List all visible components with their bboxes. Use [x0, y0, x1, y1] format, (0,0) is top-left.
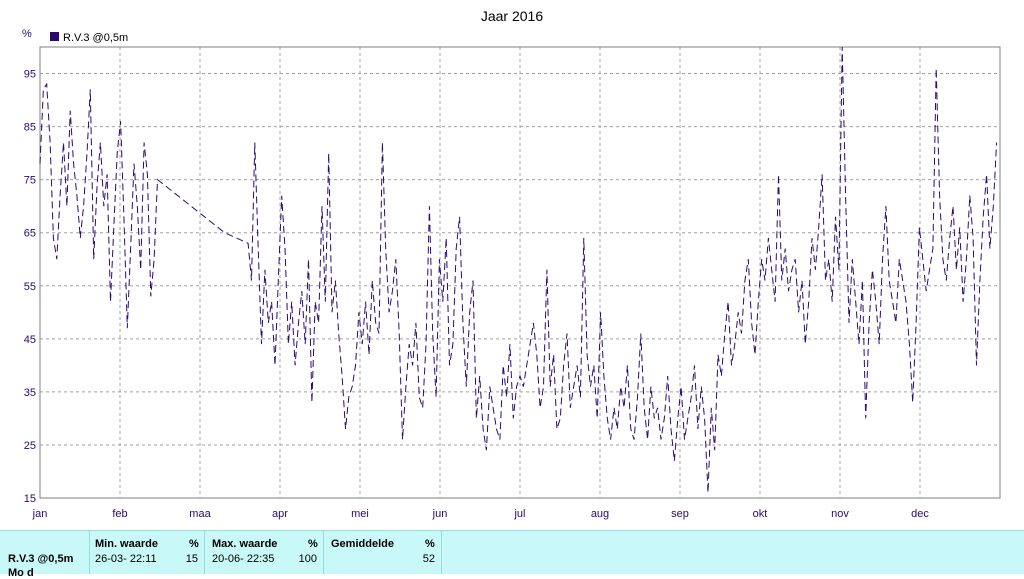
legend-label: R.V.3 @0,5m	[63, 32, 128, 44]
x-tick-label: maa	[189, 508, 211, 520]
series-line	[39, 46, 998, 493]
x-tick-label: okt	[753, 508, 768, 520]
y-tick-label: 95	[24, 69, 36, 81]
x-axis-ticks: jan feb maa apr mei jun jul aug sep okt nov dec	[32, 508, 930, 520]
x-tick-label: feb	[112, 508, 127, 520]
summary-min-when: 26-03- 22:11	[95, 553, 157, 565]
x-tick-label: jul	[513, 508, 525, 520]
summary-min-unit: %	[189, 538, 199, 550]
summary-avg-value: 52	[422, 553, 435, 565]
chart: Jaar 2016 % R.V.3 @0,5m 15 25 35 45 55 65 75 85…	[22, 8, 1001, 520]
y-tick-label: 25	[24, 440, 36, 452]
summary-max-unit: %	[308, 538, 318, 550]
y-axis-unit-label: %	[22, 28, 32, 40]
summary-max-value: 100	[298, 553, 317, 565]
y-tick-label: 55	[24, 281, 36, 293]
summary-max-cell: Max. waarde % 20-06- 22:35 100	[204, 531, 324, 574]
x-tick-label: dec	[911, 508, 929, 520]
y-tick-label: 75	[24, 175, 36, 187]
summary-panel: R.V.3 @0,5m Mo d Min. waarde % 26-03- 22…	[0, 530, 1024, 579]
x-tick-label: jan	[32, 508, 48, 520]
summary-max-when: 20-06- 22:35	[212, 553, 275, 565]
x-tick-label: sep	[671, 508, 689, 520]
summary-avg-cell: Gemiddelde % 52	[323, 531, 442, 574]
x-tick-label: apr	[272, 508, 288, 520]
summary-min-cell: Min. waarde % 26-03- 22:11 15	[89, 531, 205, 574]
y-tick-label: 35	[24, 387, 36, 399]
y-tick-label: 85	[24, 122, 36, 134]
x-tick-label: jun	[432, 508, 448, 520]
summary-station-label: R.V.3 @0,5m	[8, 553, 74, 565]
summary-max-header: Max. waarde	[212, 538, 278, 550]
summary-avg-header: Gemiddelde	[331, 538, 394, 550]
summary-avg-unit: %	[425, 538, 435, 550]
y-tick-label: 15	[24, 493, 36, 505]
legend-swatch	[50, 32, 59, 41]
legend: R.V.3 @0,5m	[50, 32, 128, 44]
x-tick-label: nov	[831, 508, 849, 520]
summary-min-value: 15	[185, 553, 198, 565]
summary-station-next: Mo d	[8, 567, 34, 579]
chart-title: Jaar 2016	[481, 8, 543, 24]
series-group	[39, 46, 998, 493]
y-tick-label: 65	[24, 228, 36, 240]
y-tick-label: 45	[24, 334, 36, 346]
plot-area	[39, 46, 1001, 499]
grid	[40, 47, 1000, 499]
x-tick-label: aug	[591, 508, 609, 520]
summary-min-header: Min. waarde	[95, 538, 158, 550]
y-axis-ticks: 15 25 35 45 55 65 75 85 95	[24, 69, 36, 505]
x-tick-label: mei	[351, 508, 369, 520]
summary-station-cell: R.V.3 @0,5m Mo d	[0, 531, 90, 579]
